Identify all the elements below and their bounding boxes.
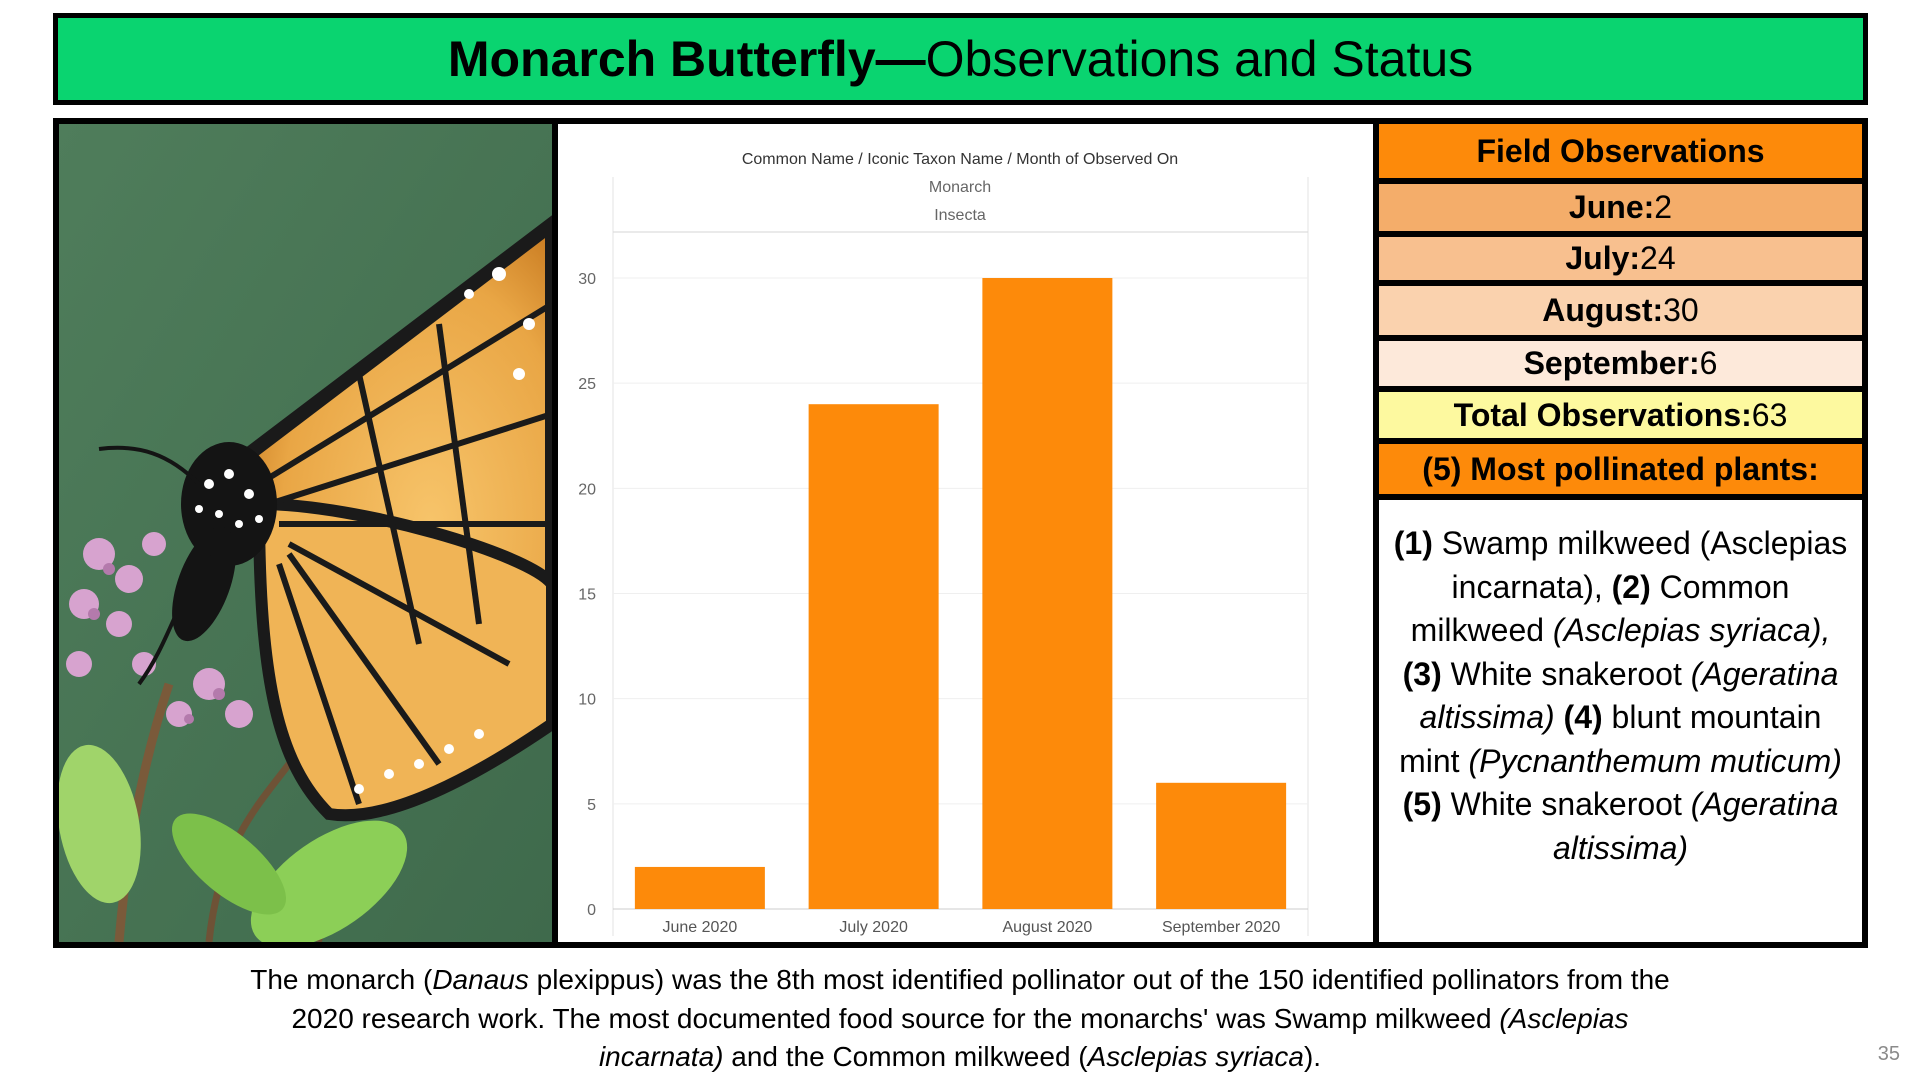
plant-text-5: White snakeroot [1441, 786, 1691, 822]
pollinated-plants-heading: (5) Most pollinated plants: [1379, 444, 1862, 494]
caption-part-4: ). [1303, 1041, 1322, 1072]
title-rest: Observations and Status [925, 31, 1474, 87]
plant-number-4: (4) [1554, 699, 1603, 735]
x-tick-label: September 2020 [1162, 919, 1280, 936]
x-tick-label: August 2020 [1002, 919, 1092, 936]
bar-july-2020 [808, 404, 939, 909]
y-tick-label: 10 [578, 692, 596, 709]
caption-genus: Danaus [432, 964, 529, 995]
stat-row-july: July: 24 [1379, 237, 1862, 280]
title-bold: Monarch Butterfly— [447, 31, 926, 87]
plant-species-3: (Ageratina altissima) [1419, 655, 1839, 736]
field-observations-heading: Field Observations [1379, 124, 1862, 178]
y-tick-label: 0 [587, 902, 596, 919]
stat-row-august: August: 30 [1379, 286, 1862, 335]
bar-chart-svg: Common Name / Iconic Taxon Name / Month … [578, 151, 1309, 936]
y-tick-label: 5 [587, 797, 596, 814]
stat-row-total: Total Observations: 63 [1379, 392, 1862, 438]
bar-august-2020 [982, 278, 1113, 909]
butterfly-illustration [59, 124, 552, 942]
bar-september-2020 [1156, 782, 1287, 909]
plant-species-5: (Ageratina altissima) [1552, 786, 1839, 866]
caption-species-1: (Asclepias incarnata) [598, 1002, 1629, 1073]
stat-label-august: August: [1542, 292, 1664, 328]
chart-group-label-monarch: Monarch [929, 179, 991, 196]
plant-text-4: blunt mountain mint [1399, 699, 1822, 779]
field-observations-panel: Field Observations June: 2 July: 24 Augu… [1373, 118, 1868, 948]
caption-part-1: The monarch ( [250, 964, 433, 995]
monarch-butterfly-photo [53, 118, 558, 948]
plant-number-3: (3) [1402, 655, 1442, 692]
stat-value-july: 24 [1640, 240, 1676, 276]
caption-species-2: Asclepias syriaca [1087, 1041, 1304, 1072]
stat-row-september: September: 6 [1379, 341, 1862, 386]
y-tick-label: 15 [578, 587, 596, 604]
stat-value-august: 30 [1663, 292, 1699, 328]
field-observations-heading-text: Field Observations [1476, 132, 1765, 169]
pollinated-plants-heading-text: (5) Most pollinated plants: [1422, 450, 1819, 487]
x-tick-label: July 2020 [839, 919, 908, 936]
chart-header: Common Name / Iconic Taxon Name / Month … [742, 151, 1178, 168]
plant-text-1: Swamp milkweed (Asclepias incarnata), [1432, 525, 1848, 605]
page-number: 35 [1877, 1043, 1900, 1065]
plant-number-5: (5) [1402, 786, 1442, 822]
y-tick-label: 25 [578, 376, 596, 393]
y-tick-label: 30 [578, 271, 596, 288]
y-tick-label: 20 [578, 481, 596, 498]
caption-part-3: and the Common milkweed ( [723, 1041, 1088, 1072]
caption-part-2: plexippus) was the 8th most identified p… [291, 964, 1670, 1034]
stat-label-july: July: [1565, 240, 1641, 276]
stat-label-june: June: [1568, 189, 1655, 225]
slide-caption: The monarch (Danaus plexippus) was the 8… [230, 961, 1690, 1077]
plant-number-1: (1) [1393, 525, 1433, 561]
stat-row-june: June: 2 [1379, 184, 1862, 231]
plant-text-2: Common milkweed [1410, 568, 1790, 649]
bar-june-2020 [634, 866, 765, 909]
plant-species-2: (Asclepias syriaca), [1552, 612, 1831, 648]
plant-text-3: White snakeroot [1441, 655, 1691, 692]
chart-group-label-insecta: Insecta [934, 207, 986, 224]
plant-number-2: (2) [1611, 568, 1651, 605]
observations-bar-chart: Common Name / Iconic Taxon Name / Month … [558, 118, 1373, 948]
plant-species-4: (Pycnanthemum muticum) [1468, 742, 1842, 779]
stat-label-september: September: [1523, 345, 1700, 381]
stat-value-june: 2 [1654, 189, 1673, 225]
pollinated-plants-list: (1) Swamp milkweed (Asclepias incarnata)… [1379, 500, 1862, 942]
stat-label-total: Total Observations: [1453, 396, 1752, 433]
slide-title: Monarch Butterfly— Observations and Statu… [53, 13, 1868, 105]
x-tick-label: June 2020 [663, 919, 738, 936]
stat-value-september: 6 [1699, 345, 1718, 381]
stat-value-total: 63 [1751, 396, 1788, 433]
